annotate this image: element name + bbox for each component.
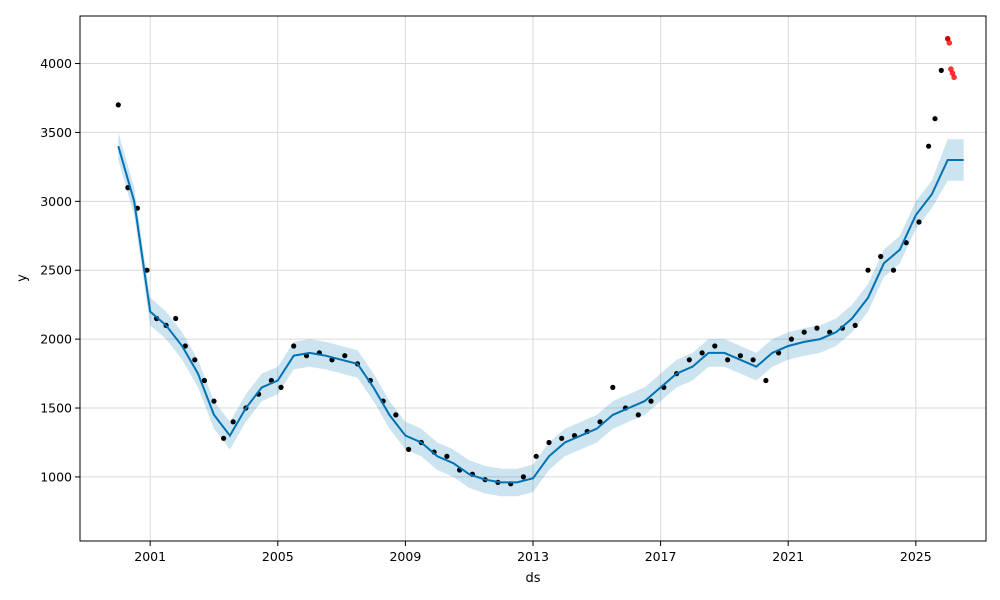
x-tick-label: 2017 (645, 549, 677, 564)
x-axis: 2001 2005 2009 2013 2017 2021 2025 (134, 541, 932, 564)
y-tick-label: 1000 (40, 469, 72, 484)
observed-point (278, 384, 284, 390)
y-tick-label: 3000 (40, 194, 72, 209)
observed-point (903, 240, 909, 246)
observed-point (788, 336, 795, 342)
observed-point (932, 116, 938, 122)
observed-point (444, 453, 450, 459)
observed-point (648, 398, 654, 404)
x-tick-label: 2005 (262, 549, 294, 564)
recent-point (944, 35, 951, 42)
observed-point (393, 412, 399, 418)
observed-point (406, 446, 412, 452)
observed-point (635, 412, 641, 418)
observed-point (890, 267, 897, 273)
observed-point (712, 343, 718, 349)
observed-point (852, 322, 858, 328)
grid (80, 16, 986, 541)
observed-point (597, 419, 603, 425)
y-tick-label: 2000 (40, 332, 72, 347)
x-tick-label: 2013 (517, 549, 549, 564)
y-tick-label: 1500 (40, 401, 72, 416)
y-tick-label: 4000 (40, 56, 72, 71)
observed-point (144, 267, 150, 273)
y-tick-label: 2500 (40, 263, 72, 278)
observed-point (520, 474, 527, 480)
observed-point (801, 329, 807, 335)
observed-point (763, 377, 769, 384)
y-axis-label: y (15, 274, 30, 282)
observed-point (201, 377, 207, 384)
observed-point (342, 353, 348, 359)
observed-point (926, 143, 932, 149)
forecast-line (117, 145, 964, 484)
observed-point (686, 357, 692, 363)
observed-point (737, 353, 744, 359)
observed-point (221, 435, 227, 441)
y-axis: 1000 1500 2000 2500 3000 3500 4000 (40, 56, 80, 484)
observed-point (546, 439, 552, 446)
observed-point (878, 253, 884, 260)
observed-point (115, 102, 121, 108)
x-tick-label: 2025 (900, 549, 932, 564)
x-tick-label: 2009 (389, 549, 421, 564)
observed-point (291, 343, 297, 349)
observed-point (750, 357, 756, 363)
observed-point (211, 398, 217, 404)
x-tick-label: 2001 (134, 549, 166, 564)
observed-point (230, 419, 236, 425)
observed-point (938, 67, 944, 73)
observed-point (725, 357, 731, 363)
recent-point (951, 74, 957, 81)
observed-point (699, 350, 705, 356)
x-tick-label: 2021 (772, 549, 804, 564)
recent-point (946, 40, 953, 46)
recent-points (944, 35, 957, 81)
observed-point (192, 357, 198, 363)
y-tick-label: 3500 (40, 125, 72, 140)
x-axis-label: ds (525, 571, 540, 586)
observed-point (865, 267, 871, 273)
observed-point (610, 384, 616, 390)
observed-point (173, 315, 179, 322)
observed-point (533, 453, 539, 459)
observed-point (559, 435, 565, 441)
observed-point (916, 219, 922, 225)
observed-point (814, 325, 820, 331)
